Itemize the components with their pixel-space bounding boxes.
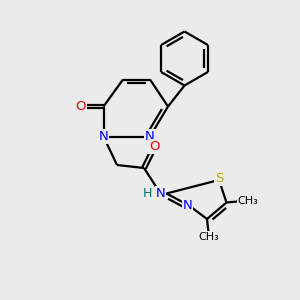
- Text: O: O: [76, 100, 86, 113]
- Text: H: H: [143, 187, 153, 200]
- Text: N: N: [156, 187, 165, 200]
- Text: S: S: [215, 172, 223, 185]
- Text: N: N: [183, 199, 192, 212]
- Text: N: N: [145, 130, 155, 143]
- Text: O: O: [149, 140, 160, 153]
- Text: CH₃: CH₃: [198, 232, 219, 242]
- Text: N: N: [99, 130, 108, 143]
- Text: CH₃: CH₃: [238, 196, 259, 206]
